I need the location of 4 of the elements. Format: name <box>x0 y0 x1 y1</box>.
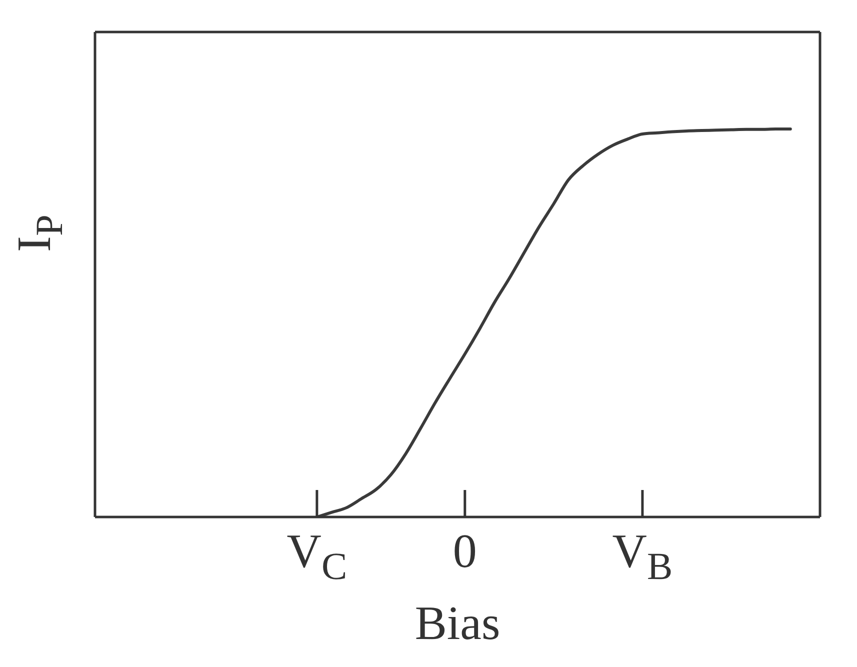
x-tick-label: V$_{B}$ <box>612 525 673 588</box>
x-tick-label: 0 <box>452 525 477 578</box>
x-tick-label: V$_{C}$ <box>286 525 348 588</box>
x-axis-title: Bias <box>414 597 500 650</box>
